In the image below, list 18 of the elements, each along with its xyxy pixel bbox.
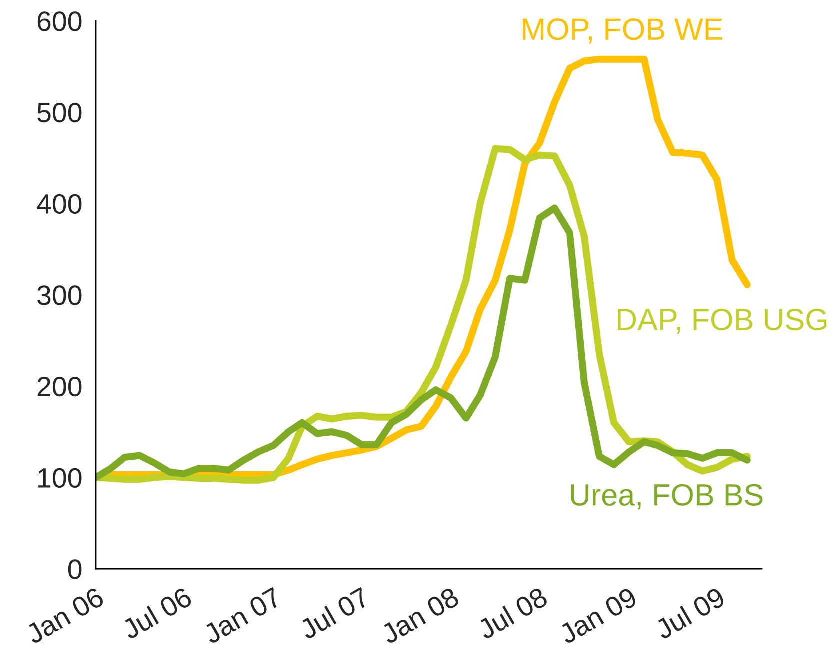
series-label: MOP, FOB WE [523,18,722,44]
y-tick-label: 300 [38,286,82,306]
y-tick-label: 500 [38,103,82,123]
y-tick-label: 100 [38,468,82,488]
x-tick-label: Jan 07 [202,586,283,645]
y-tick-label: 0 [68,560,82,580]
series-label: Urea, FOB BS [571,484,763,510]
y-tick-label: 600 [38,12,82,32]
y-tick-label: 200 [38,377,82,397]
x-tick-label: Jul 09 [653,586,726,640]
y-tick-label: 400 [37,194,82,214]
series-label: DAP, FOB USG [618,308,827,334]
x-tick-label: Jan 08 [380,586,460,645]
x-tick-label: Jul 07 [298,586,371,640]
x-tick-label: Jul 08 [476,586,549,640]
x-tick-label: Jan 06 [24,586,106,645]
x-tick-label: Jan 09 [558,586,638,645]
x-tick-label: Jul 06 [120,586,194,640]
